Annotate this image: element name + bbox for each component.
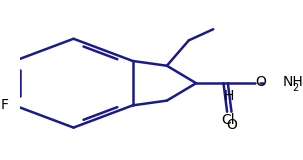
Text: O: O xyxy=(256,75,267,89)
Text: Cl: Cl xyxy=(221,113,235,127)
Text: H: H xyxy=(223,89,234,103)
Text: 2: 2 xyxy=(292,83,298,93)
Text: F: F xyxy=(0,98,8,112)
Text: O: O xyxy=(226,118,237,132)
Text: NH: NH xyxy=(282,75,303,89)
